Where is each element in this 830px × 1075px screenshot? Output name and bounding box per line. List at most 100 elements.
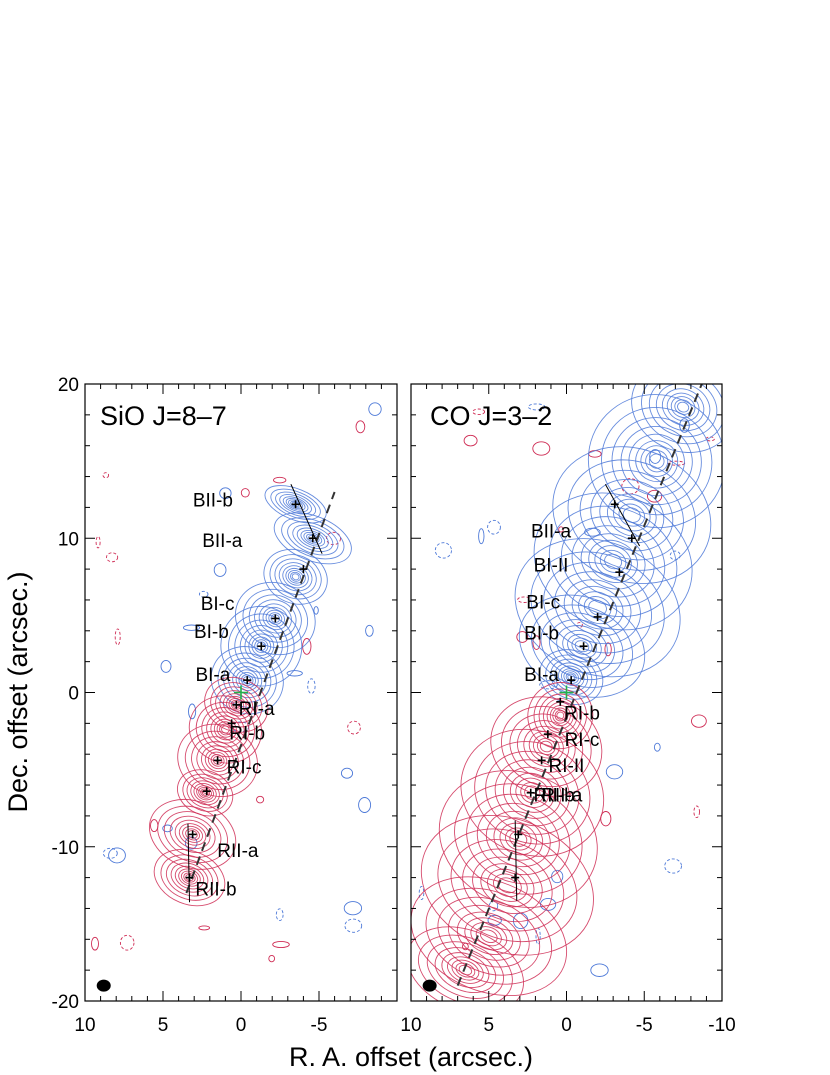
noise-contour <box>669 550 681 561</box>
x-tick-label: 5 <box>483 1015 494 1036</box>
lobe-contour <box>193 783 217 803</box>
lobe-contour <box>148 799 237 870</box>
knot-label: BI-II <box>534 556 569 577</box>
lobe-contour <box>611 417 702 506</box>
noise-contour <box>326 531 341 546</box>
blue-lobe <box>210 485 352 715</box>
knot-label: RII-a <box>541 785 583 806</box>
lobe-contour <box>190 780 220 806</box>
panel-co: BII-a BI-II BI-c BI-b BI-aRI-b RI-c RI-II RII-a… <box>400 383 736 1036</box>
noise-contour <box>664 858 682 874</box>
y-tick-label: 0 <box>68 684 79 705</box>
lobe-contour <box>464 917 514 955</box>
lobe-contour <box>499 822 538 856</box>
noise-contour <box>365 624 374 637</box>
lobe-contour <box>186 777 224 809</box>
lobe-contour <box>254 639 269 654</box>
lobe-contour <box>509 713 584 780</box>
noise-contour <box>418 885 425 901</box>
lobe-contour <box>554 571 641 645</box>
noise-contour <box>198 590 209 598</box>
lobe-contour <box>677 401 690 413</box>
noise-contour <box>213 563 227 577</box>
lobe-contour <box>223 657 272 703</box>
noise-contour <box>647 489 663 503</box>
lobe-contour <box>248 633 275 659</box>
lobe-contour <box>628 433 685 489</box>
noise-contour <box>286 670 303 677</box>
lobe-contour <box>480 863 535 908</box>
noise-contour <box>344 918 363 933</box>
noise-contour <box>198 925 211 931</box>
noise-contour <box>588 450 602 458</box>
noise-contour <box>590 963 609 977</box>
lobe-contour <box>426 941 504 999</box>
x-tick-label: 0 <box>561 1015 572 1036</box>
noise-contour <box>102 847 118 859</box>
lobe-contour <box>290 571 302 582</box>
lobe-contour <box>666 392 700 422</box>
red-lobe <box>411 682 605 1001</box>
lobe-contour <box>640 445 673 477</box>
noise-contour <box>358 797 372 813</box>
lobe-contour <box>479 929 498 944</box>
lobe-contour <box>520 782 545 804</box>
y-tick-label: -10 <box>52 838 79 859</box>
lobe-contour <box>543 562 653 654</box>
lobe-contour <box>655 384 711 432</box>
lobe-contour <box>588 599 607 616</box>
lobe-contour <box>613 498 651 532</box>
lobe-contour <box>185 874 194 882</box>
lobe-contour <box>571 637 593 655</box>
lobe-contour <box>670 396 696 419</box>
lobe-contour <box>177 723 258 797</box>
noise-contour <box>487 519 501 535</box>
lobe-contour <box>580 533 646 590</box>
lobe-contour <box>182 825 204 843</box>
lobe-contour <box>411 926 524 1001</box>
y-tick-label: 20 <box>58 375 79 396</box>
noise-contour <box>95 536 101 549</box>
lobe-contour <box>278 562 313 592</box>
knot-label: BI-c <box>526 593 560 614</box>
lobe-contour <box>503 766 562 819</box>
lobe-contour <box>631 384 722 453</box>
lobe-contour <box>153 849 226 907</box>
lobe-contour <box>466 793 571 885</box>
noise-contour <box>693 805 700 819</box>
lobe-contour <box>251 636 272 656</box>
lobe-contour <box>539 740 553 753</box>
lobe-contour <box>583 596 612 620</box>
lobe-contour <box>184 730 251 790</box>
lobe-contour <box>273 512 352 565</box>
lobe-contour <box>242 676 252 685</box>
lobe-contour <box>285 567 306 586</box>
lobe-contour <box>234 581 316 656</box>
lobe-contour <box>201 745 235 776</box>
x-tick-label: -5 <box>636 1015 653 1036</box>
lobe-contour <box>275 491 317 518</box>
lobe-contour <box>542 698 578 734</box>
knot-label: BI-b <box>524 623 559 644</box>
lobe-contour <box>578 591 618 625</box>
y-tick-label: 10 <box>58 529 79 550</box>
knot-label: BII-b <box>193 491 233 512</box>
noise-contour <box>576 622 583 628</box>
lobe-contour <box>530 551 665 664</box>
noise-contour <box>605 764 624 780</box>
noise-contour <box>240 488 250 498</box>
lobe-contour <box>228 613 295 679</box>
bow-shock-line <box>290 484 323 554</box>
lobe-contour <box>292 524 334 553</box>
x-tick-label: -5 <box>311 1015 328 1036</box>
lobe-contour <box>556 711 565 720</box>
lobe-contour <box>620 426 693 497</box>
noise-contour <box>558 526 564 533</box>
lobe-contour <box>213 718 237 741</box>
lobe-contour <box>264 485 327 524</box>
noise-contour <box>368 402 382 416</box>
knot-label: RI-c <box>565 730 600 751</box>
lobe-contour <box>509 772 555 813</box>
panel-sio: BII-b BII-a BI-c BI-b BI-a RI-a RI-b RI-c RII-a R… <box>52 375 398 1036</box>
